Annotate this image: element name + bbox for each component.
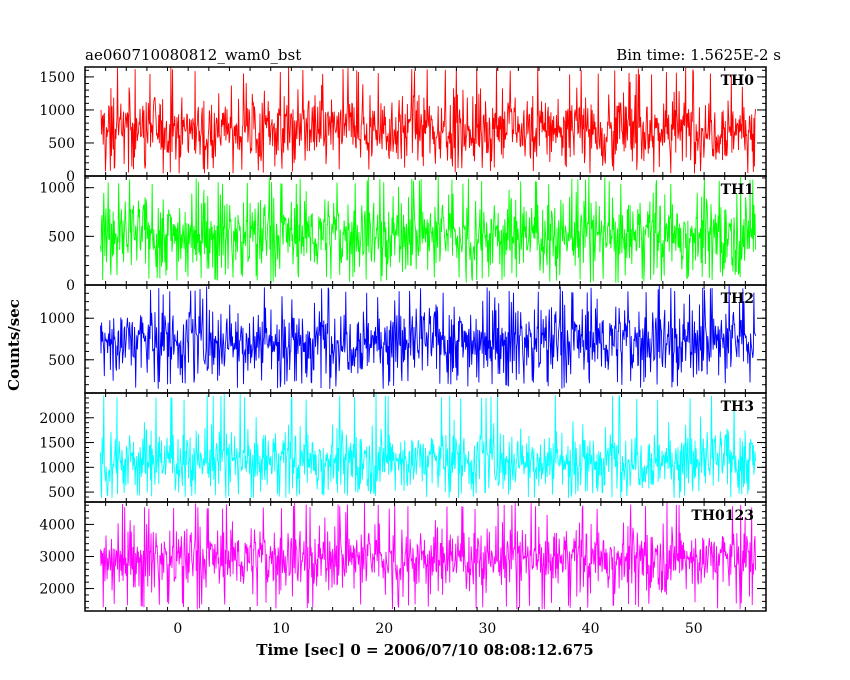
panel-label-th2: TH2 [721,291,754,307]
y-tick-label: 500 [48,485,75,501]
series-line-th3 [100,393,756,499]
figure-title: ae060710080812_wam0_bst [85,46,301,64]
y-tick-label: 0 [66,169,75,185]
y-tick-label: 1000 [39,103,75,119]
panel-frame [84,392,767,503]
panel-label-th1: TH1 [721,182,754,198]
y-tick-label: 4000 [39,517,75,533]
y-tick-label: 1500 [39,70,75,86]
series-line-th2 [100,285,756,389]
x-axis: 0 10 20 30 40 50 [173,621,702,637]
y-tick-label: 500 [48,136,75,152]
x-axis-label: Time [sec] 0 = 2006/07/10 08:08:12.675 [256,641,593,659]
series-line-th0 [100,67,756,174]
x-tick-label: 0 [173,621,182,637]
x-tick-label: 50 [685,621,703,637]
panel-th2: 500 1000 TH2 [39,284,767,394]
y-tick-label: 2000 [39,411,75,427]
x-tick-label: 20 [375,621,393,637]
panel-th0: 0 500 1000 1500 TH0 [39,66,767,185]
y-tick-label: 1000 [39,460,75,476]
panels-group: 0 500 1000 1500 TH0 0 500 1000 TH1 500 1000 TH2 500 1… [39,66,767,612]
panel-label-th3: TH3 [721,399,754,415]
x-tick-label: 40 [582,621,600,637]
series-line-th1 [100,176,756,283]
series-line-th0123 [100,502,756,610]
y-tick-label: 1500 [39,436,75,452]
y-tick-label: 2000 [39,582,75,598]
panel-th3: 500 1000 1500 2000 TH3 [39,392,767,503]
y-tick-label: 1000 [39,181,75,197]
y-tick-label: 0 [66,278,75,294]
x-tick-label: 30 [478,621,496,637]
y-tick-label: 500 [48,229,75,245]
panel-th0123: 2000 3000 4000 TH0123 [39,501,767,612]
y-axis-label: Counts/sec [5,299,23,391]
y-tick-label: 1000 [39,311,75,327]
y-tick-label: 500 [48,353,75,369]
x-tick-label: 10 [272,621,290,637]
panel-label-th0: TH0 [721,73,755,89]
panel-label-th0123: TH0123 [691,508,754,524]
y-tick-label: 3000 [39,550,75,566]
bin-time-label: Bin time: 1.5625E-2 s [616,46,781,64]
panel-th1: 0 500 1000 TH1 [39,175,767,294]
